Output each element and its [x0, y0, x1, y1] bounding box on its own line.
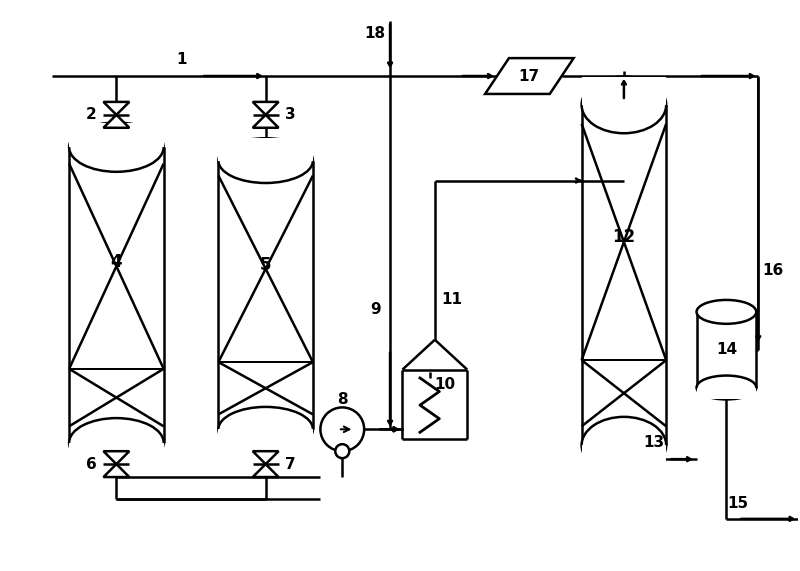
Ellipse shape [218, 407, 313, 452]
Ellipse shape [218, 138, 313, 183]
Text: 11: 11 [442, 292, 462, 307]
Text: 14: 14 [716, 342, 737, 357]
Polygon shape [103, 451, 130, 464]
Polygon shape [253, 464, 278, 477]
Bar [218, 429, 313, 459]
Ellipse shape [69, 418, 164, 467]
Text: 13: 13 [643, 435, 664, 450]
Polygon shape [103, 115, 130, 128]
Polygon shape [253, 451, 278, 464]
Text: 16: 16 [762, 263, 784, 278]
Polygon shape [253, 115, 278, 128]
Ellipse shape [69, 123, 164, 172]
Bar [697, 388, 756, 400]
Text: 10: 10 [434, 377, 455, 392]
Circle shape [320, 407, 364, 451]
Text: 15: 15 [728, 496, 749, 512]
Ellipse shape [697, 376, 756, 400]
Text: 6: 6 [86, 457, 97, 472]
Text: 9: 9 [370, 303, 381, 317]
Ellipse shape [582, 77, 666, 133]
Polygon shape [103, 102, 130, 115]
Polygon shape [103, 464, 130, 477]
Bar [218, 138, 313, 160]
Circle shape [335, 444, 350, 458]
Polygon shape [253, 102, 278, 115]
Bar [582, 77, 666, 105]
Text: 2: 2 [86, 107, 97, 122]
Bar [582, 445, 666, 483]
Bar [402, 369, 467, 439]
Text: 17: 17 [519, 69, 540, 83]
Text: 12: 12 [612, 228, 635, 246]
Text: 5: 5 [260, 256, 271, 274]
Text: 3: 3 [286, 107, 296, 122]
Ellipse shape [697, 300, 756, 324]
Bar [69, 123, 164, 147]
Polygon shape [485, 58, 574, 94]
Text: 1: 1 [176, 51, 186, 67]
Ellipse shape [582, 417, 666, 473]
Text: 8: 8 [337, 392, 347, 407]
Text: 18: 18 [365, 26, 386, 41]
Bar [69, 443, 164, 476]
Text: 4: 4 [110, 253, 122, 271]
Text: 7: 7 [286, 457, 296, 472]
